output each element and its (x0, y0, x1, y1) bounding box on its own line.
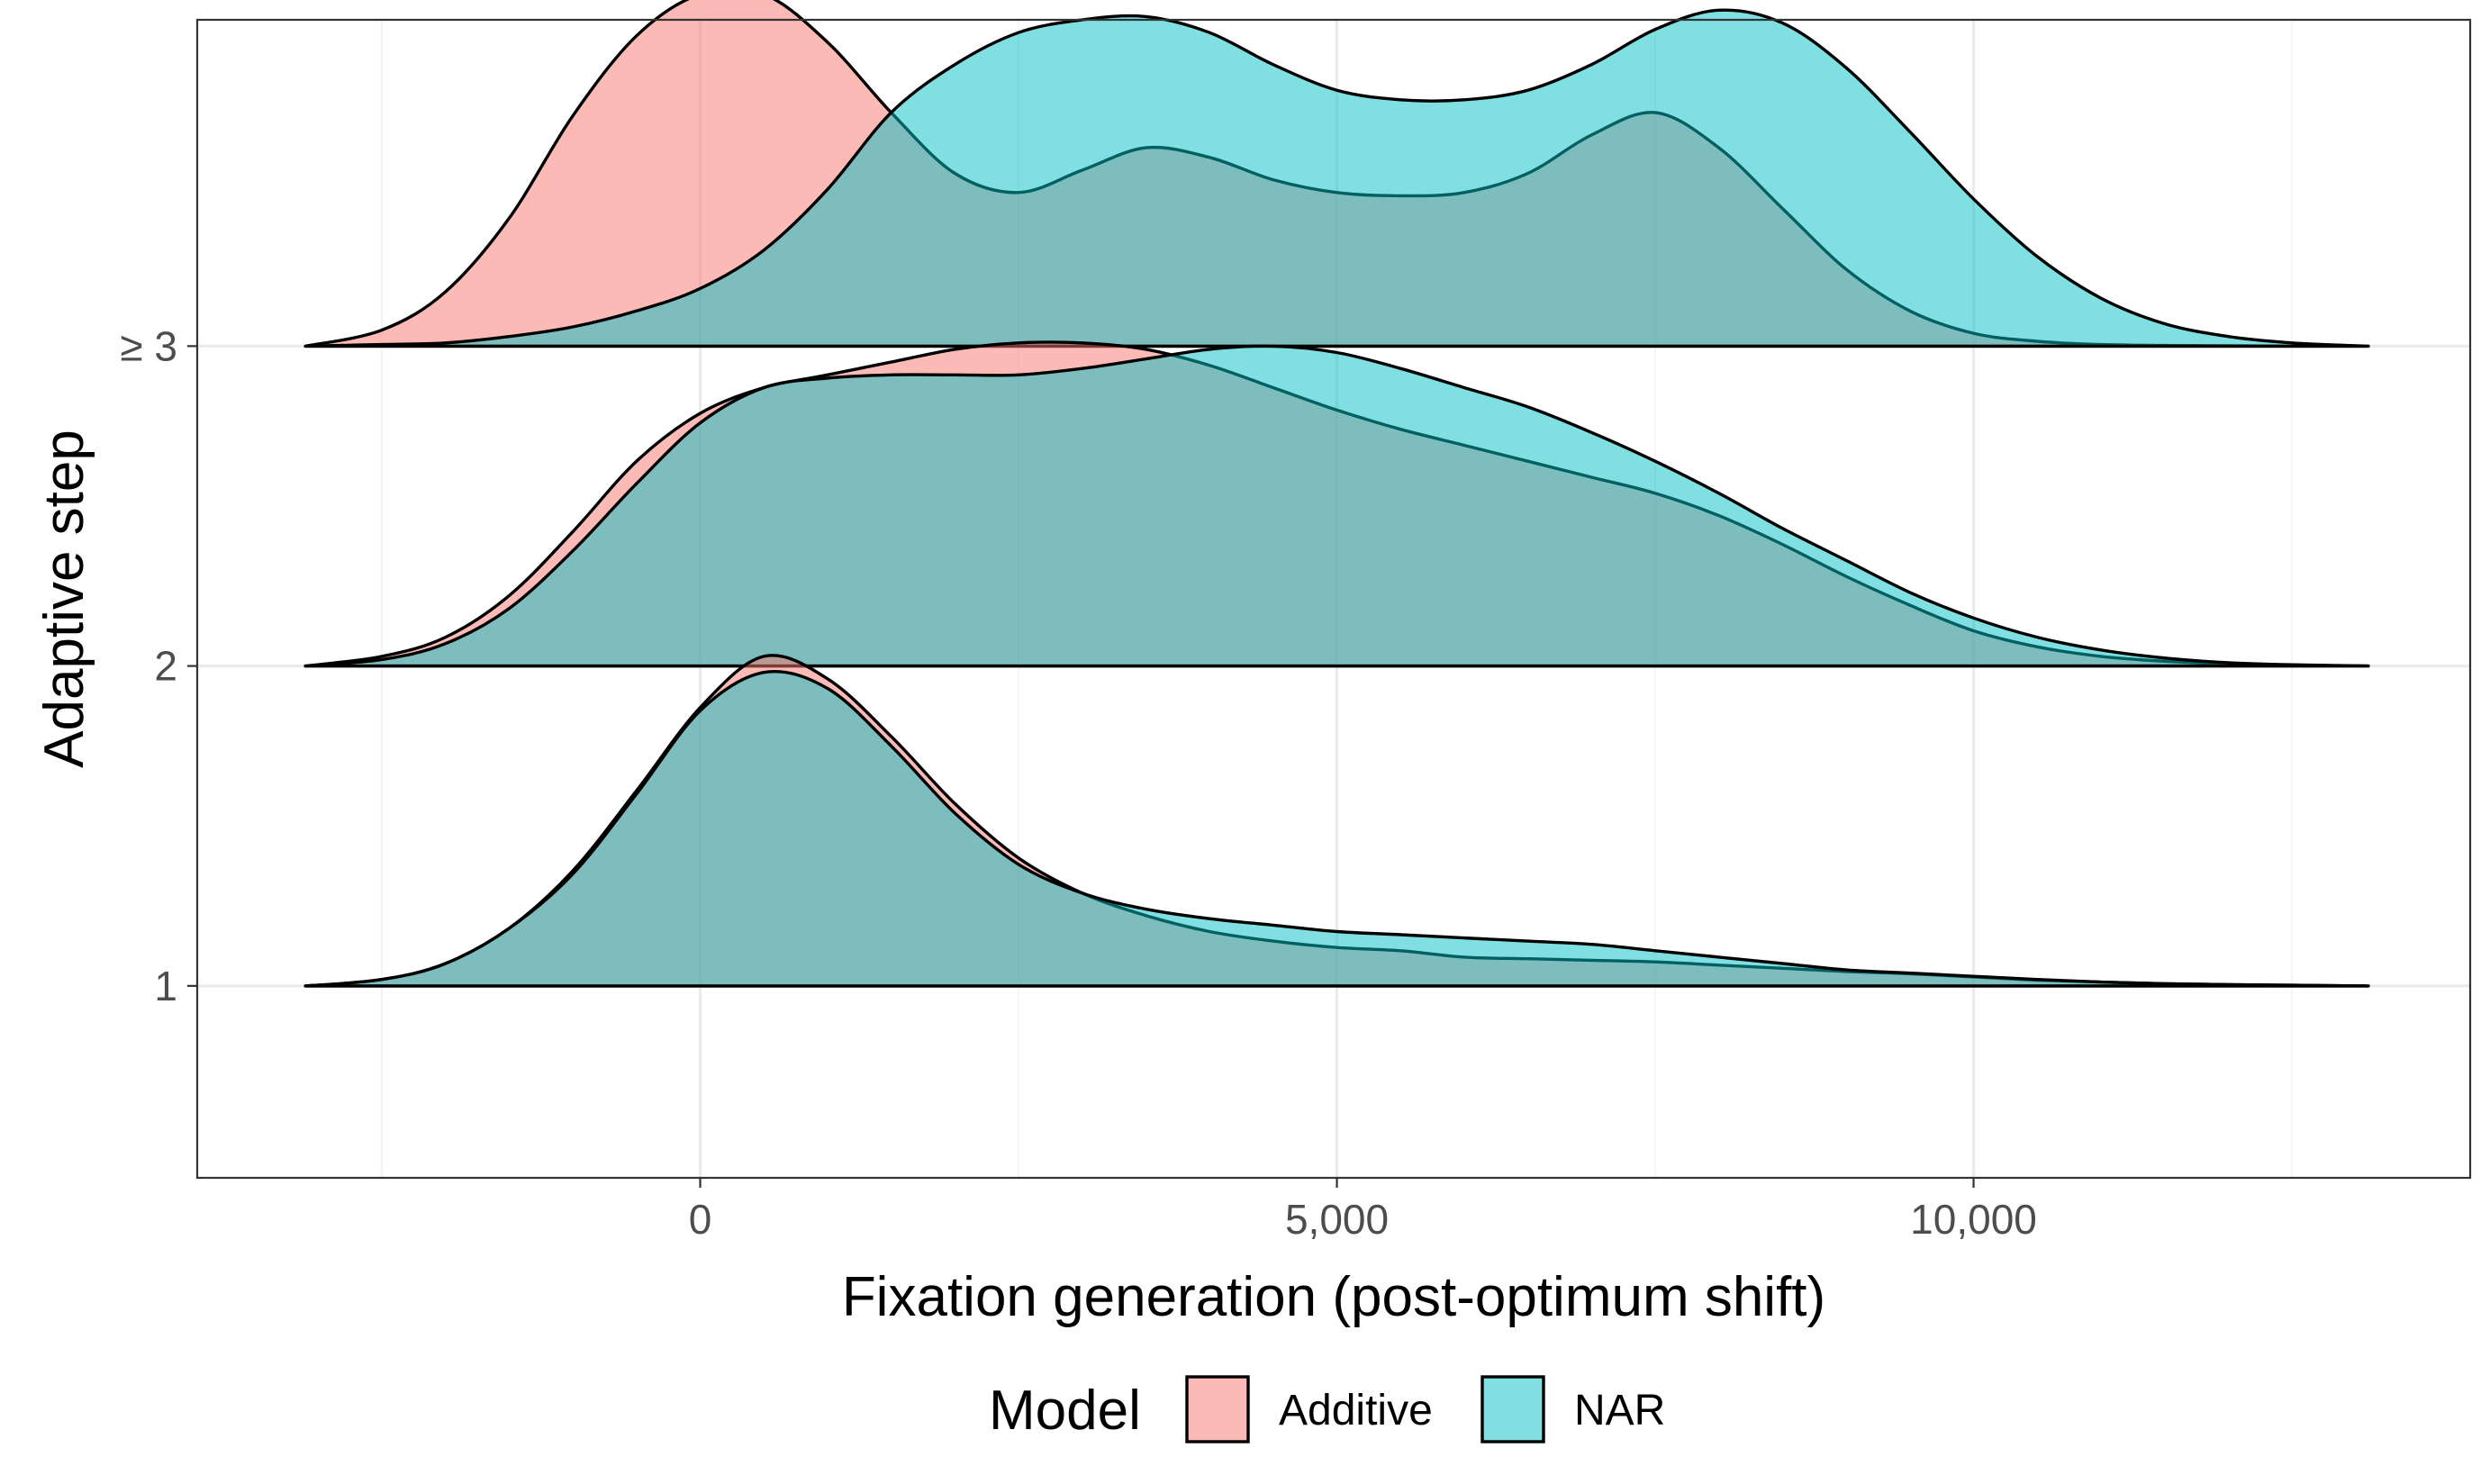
y-tick-label: ≥ 3 (120, 322, 177, 369)
y-tick-label: 1 (154, 963, 177, 1009)
ridge-layer (303, 0, 2370, 988)
panel-border (195, 18, 2472, 1180)
axis-layer: 0 5,000 10,000 1 2 ≥ 3 (120, 322, 2036, 1243)
ridge-group-level-1 (303, 654, 2370, 988)
legend-label-additive: Additive (1279, 1387, 1433, 1434)
ridge-nar-level-3 (303, 8, 2370, 348)
legend: Model Additive NAR (989, 1375, 1665, 1443)
legend-key-nar: NAR (1480, 1375, 1665, 1443)
legend-title: Model (989, 1380, 1141, 1442)
y-tick-label: 2 (154, 643, 177, 690)
x-tick-label: 10,000 (1910, 1196, 2037, 1243)
x-axis-title: Fixation generation (post-optimum shift) (842, 1266, 1825, 1328)
ridge-nar-level-2 (303, 344, 2370, 668)
legend-swatch-additive (1185, 1375, 1250, 1443)
x-tick-label: 5,000 (1285, 1196, 1389, 1243)
legend-label-nar: NAR (1574, 1387, 1665, 1434)
legend-key-additive: Additive (1185, 1375, 1433, 1443)
ridge-group-level-3 (303, 0, 2370, 348)
legend-swatch-nar (1480, 1375, 1545, 1443)
y-axis-title: Adaptive step (33, 430, 95, 768)
ridge-group-level-2 (303, 340, 2370, 668)
ridge-nar-level-1 (303, 670, 2370, 988)
x-tick-label: 0 (689, 1196, 712, 1243)
